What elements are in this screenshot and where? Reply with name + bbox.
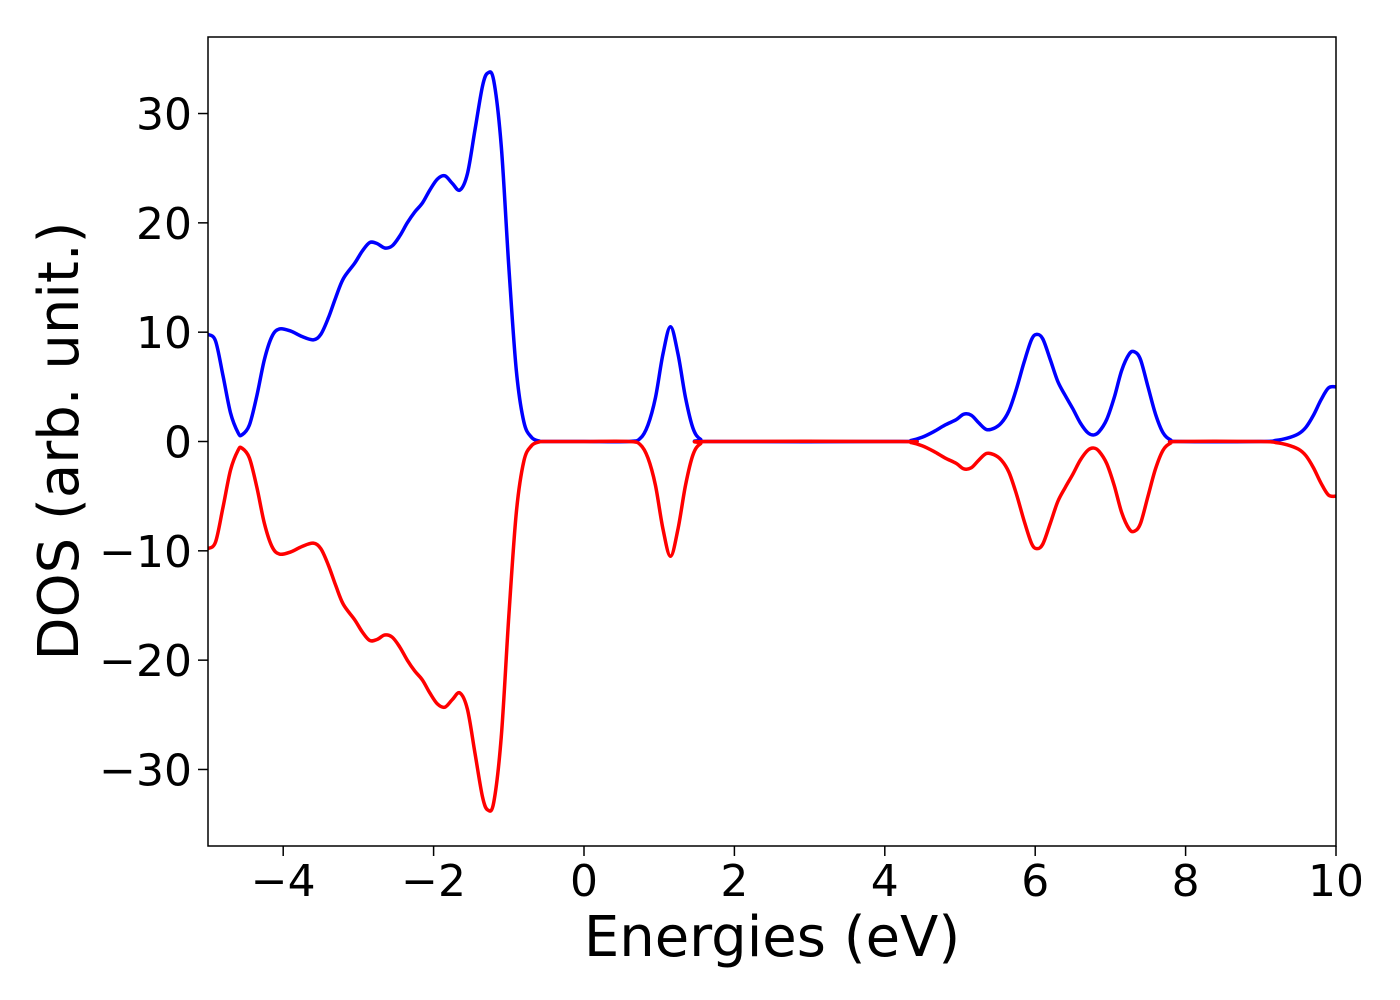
x-tick-label: −2 bbox=[401, 856, 466, 907]
series-line-red bbox=[208, 439, 1336, 813]
x-axis-label: Energies (eV) bbox=[584, 905, 960, 970]
x-axis: −4 −2 0 2 4 6 8 10 bbox=[251, 846, 1364, 907]
x-tick-label: 10 bbox=[1308, 856, 1364, 907]
y-axis-label: DOS (arb. unit.) bbox=[27, 221, 92, 660]
y-tick-label: 30 bbox=[136, 90, 192, 141]
x-tick-label: −4 bbox=[251, 856, 316, 907]
x-tick-label: 2 bbox=[720, 856, 748, 907]
y-tick-label: −10 bbox=[99, 527, 192, 578]
x-tick-label: 4 bbox=[871, 856, 899, 907]
x-tick-label: 8 bbox=[1172, 856, 1200, 907]
y-tick-label: −30 bbox=[99, 745, 192, 796]
series-line-blue bbox=[208, 70, 1336, 444]
y-axis: −30 −20 −10 0 10 20 30 bbox=[99, 90, 208, 796]
y-tick-label: 10 bbox=[136, 308, 192, 359]
y-tick-label: 20 bbox=[136, 199, 192, 250]
x-tick-label: 6 bbox=[1021, 856, 1049, 907]
series-layer bbox=[208, 70, 1336, 813]
x-tick-label: 0 bbox=[570, 856, 598, 907]
y-tick-label: 0 bbox=[164, 418, 192, 469]
y-tick-label: −20 bbox=[99, 636, 192, 687]
